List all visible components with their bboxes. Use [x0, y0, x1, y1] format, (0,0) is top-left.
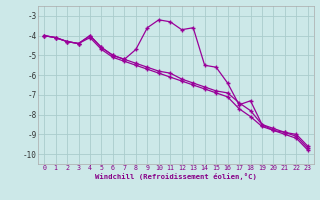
X-axis label: Windchill (Refroidissement éolien,°C): Windchill (Refroidissement éolien,°C)	[95, 173, 257, 180]
